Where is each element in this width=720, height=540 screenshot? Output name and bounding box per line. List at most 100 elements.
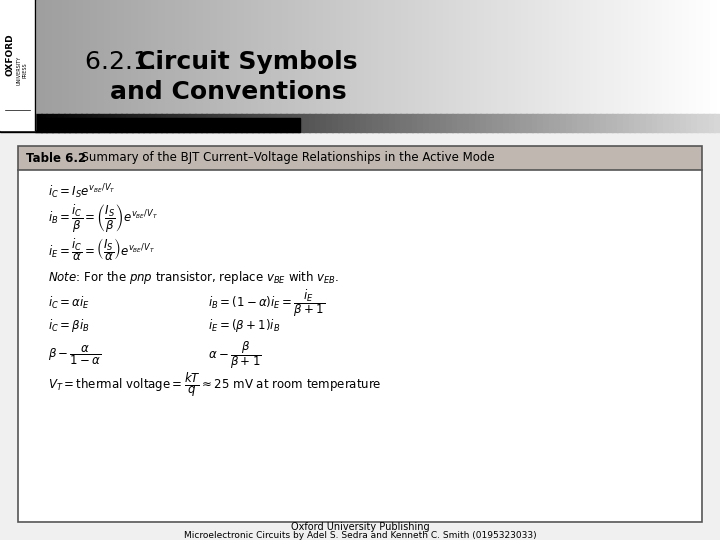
Bar xyxy=(617,0,621,130)
Bar xyxy=(100,0,104,130)
Text: $i_E = (\beta+1)i_B$: $i_E = (\beta+1)i_B$ xyxy=(208,316,280,334)
Bar xyxy=(124,0,128,130)
Bar xyxy=(227,0,231,130)
Bar xyxy=(184,114,190,132)
Bar xyxy=(212,114,219,132)
Bar xyxy=(509,114,516,132)
Bar xyxy=(576,0,580,130)
Bar xyxy=(554,114,561,132)
Bar xyxy=(192,0,197,130)
Bar xyxy=(135,0,139,130)
Bar xyxy=(470,0,474,130)
Bar xyxy=(631,0,635,130)
Bar xyxy=(716,0,720,130)
Bar xyxy=(76,0,81,130)
Bar xyxy=(406,114,413,132)
Bar xyxy=(405,0,410,130)
Bar xyxy=(340,0,344,130)
Bar xyxy=(141,0,145,130)
Bar xyxy=(289,0,293,130)
Bar xyxy=(297,114,305,132)
Bar xyxy=(223,0,228,130)
Bar xyxy=(69,0,73,130)
Bar xyxy=(93,0,98,130)
Bar xyxy=(675,114,681,132)
Bar xyxy=(189,114,196,132)
Bar xyxy=(55,0,60,130)
Bar xyxy=(543,114,550,132)
Bar xyxy=(127,0,132,130)
Bar xyxy=(648,0,652,130)
Bar xyxy=(195,114,202,132)
Bar xyxy=(350,0,354,130)
Bar xyxy=(79,0,84,130)
Bar xyxy=(560,114,567,132)
Bar xyxy=(104,0,108,130)
Bar xyxy=(364,0,368,130)
Text: UNIVERSITY
PRESS: UNIVERSITY PRESS xyxy=(17,56,27,85)
Bar xyxy=(18,146,702,522)
Bar xyxy=(562,0,567,130)
Bar xyxy=(199,0,204,130)
Bar xyxy=(689,0,693,130)
Bar xyxy=(484,0,488,130)
Bar xyxy=(377,114,384,132)
Bar xyxy=(69,114,76,132)
Bar xyxy=(539,0,543,130)
Bar xyxy=(96,0,101,130)
Bar xyxy=(172,0,176,130)
Bar xyxy=(384,0,389,130)
Bar xyxy=(98,114,104,132)
Bar xyxy=(186,0,190,130)
Bar xyxy=(35,0,40,130)
Bar xyxy=(501,0,505,130)
Bar xyxy=(383,114,390,132)
Bar xyxy=(714,114,720,132)
Bar xyxy=(355,114,361,132)
Bar xyxy=(217,0,221,130)
Bar xyxy=(86,114,93,132)
Bar xyxy=(408,0,413,130)
Bar xyxy=(240,0,245,130)
Bar xyxy=(182,0,186,130)
Bar xyxy=(75,114,81,132)
Bar xyxy=(258,0,262,130)
Bar xyxy=(234,0,238,130)
Bar xyxy=(503,114,510,132)
Bar xyxy=(292,114,299,132)
Bar xyxy=(572,0,577,130)
Bar xyxy=(165,0,170,130)
Bar xyxy=(518,0,522,130)
Bar xyxy=(713,0,718,130)
Bar xyxy=(658,0,663,130)
Bar xyxy=(295,0,300,130)
Bar xyxy=(521,114,527,132)
Bar xyxy=(683,0,687,130)
Bar xyxy=(597,0,601,130)
Bar xyxy=(652,0,656,130)
Bar xyxy=(138,0,142,130)
Bar xyxy=(398,0,402,130)
Bar xyxy=(451,114,459,132)
Bar xyxy=(498,114,504,132)
Bar xyxy=(456,0,461,130)
Text: Oxford University Publishing: Oxford University Publishing xyxy=(291,522,429,532)
Bar xyxy=(343,0,348,130)
Bar xyxy=(710,0,714,130)
Bar xyxy=(143,114,150,132)
Bar xyxy=(607,0,611,130)
Bar xyxy=(614,0,618,130)
Bar xyxy=(312,0,317,130)
Bar xyxy=(41,114,48,132)
Bar xyxy=(589,114,595,132)
Bar xyxy=(531,0,536,130)
Bar xyxy=(166,114,173,132)
Bar xyxy=(38,0,43,130)
Bar xyxy=(552,0,557,130)
Bar xyxy=(83,0,87,130)
Bar xyxy=(254,0,258,130)
Bar xyxy=(432,0,437,130)
Bar xyxy=(367,0,372,130)
Bar xyxy=(480,114,487,132)
Bar xyxy=(646,114,652,132)
